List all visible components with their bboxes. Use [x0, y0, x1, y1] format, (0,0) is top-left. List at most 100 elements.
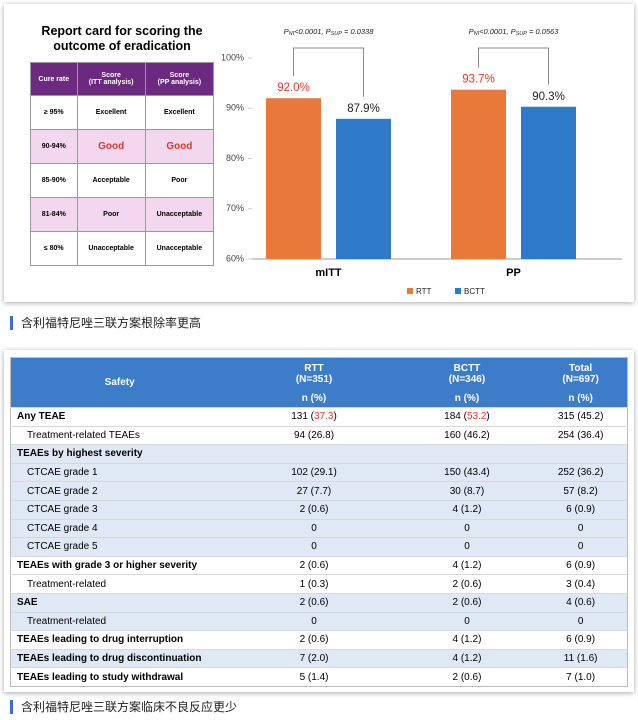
cell: 27 (7.7) — [228, 481, 400, 501]
header-cell: Score (ITT analysis) — [76, 62, 146, 96]
value-label: 90.3% — [532, 91, 565, 103]
annotation-part: NI — [289, 31, 295, 37]
y-tick-label: 60% — [226, 253, 244, 263]
cell: 0 — [228, 518, 400, 538]
row: 90-94% Good Good — [30, 129, 215, 164]
value-label: 87.9% — [347, 103, 380, 115]
cell: Excellent — [76, 95, 146, 130]
value-label: 92.0% — [277, 82, 310, 94]
header-cell: Score (PP analysis) — [144, 62, 215, 96]
y-tick-label: 100% — [222, 52, 244, 62]
subheader-cell: n (%) — [534, 390, 628, 408]
legend-swatch — [407, 288, 413, 294]
cell: Excellent — [144, 95, 215, 130]
report-card: Cure rate Score (ITT analysis) Score (PP a… — [30, 62, 215, 266]
row-label: CTCAE grade 3 — [10, 499, 229, 520]
cell: 30 (8.7) — [399, 481, 535, 501]
annotation-part: NI — [474, 31, 480, 37]
row-label: Any TEAE — [10, 407, 229, 427]
cell: ≥ 95% — [30, 95, 78, 130]
value-label: 93.7% — [462, 74, 495, 86]
cell: Good — [76, 129, 146, 164]
cell: 252 (36.2) — [534, 462, 628, 482]
row-label: Treatment-related TEAEs — [10, 425, 229, 445]
annotation-part: SUP — [516, 31, 528, 37]
row-label: TEAEs with grade 3 or higher severity — [10, 555, 229, 575]
cell: 2 (0.6) — [228, 630, 400, 650]
header-row: Safety RTT (N=351) BCTT (N=346) Total (N=69… — [10, 357, 628, 408]
cell: 0 — [399, 611, 535, 631]
report-card-title: Report card for scoring the outcome of e… — [41, 24, 203, 53]
cell: 90-94% — [30, 129, 78, 164]
row: TEAEs with grade 3 or higher severity 2 (… — [10, 555, 628, 575]
subheader-cell: n (%) — [228, 390, 400, 408]
cell: 2 (0.6) — [228, 499, 400, 520]
cell: 0 — [399, 518, 535, 538]
caption: 含利福特尼唑三联方案临床不良反应更少 — [10, 700, 237, 714]
row-label: CTCAE grade 5 — [10, 537, 229, 557]
subheader-cell: n (%) — [399, 390, 535, 408]
row-label: Treatment-related — [10, 574, 229, 594]
legend-swatch — [455, 288, 461, 294]
annotation-part: SUP — [331, 31, 343, 37]
bracket — [293, 47, 364, 97]
annotation-part: <0.0001, P — [294, 27, 331, 36]
annotation-part: P — [469, 27, 474, 36]
header-row: Cure rate Score (ITT analysis) Score (PP a… — [30, 62, 215, 96]
cell: Unacceptable — [144, 231, 215, 266]
row-label: SAE — [10, 592, 229, 613]
row: Treatment-related TEAEs 94 (26.8) 160 (46.… — [10, 425, 628, 445]
chart: 60%70%80%90%100%mITT92.0%87.9%PNI<0.0001… — [222, 27, 622, 296]
cell: 4 (1.2) — [399, 648, 535, 668]
cell: 94 (26.8) — [228, 425, 400, 445]
cell: Acceptable — [76, 163, 146, 198]
cell: 254 (36.4) — [534, 425, 628, 445]
cell: 5 (1.4) — [228, 667, 400, 687]
x-tick-label: PP — [506, 267, 521, 279]
cell: 160 (46.2) — [399, 425, 535, 445]
empty-cell — [399, 444, 535, 464]
cell: Unacceptable — [76, 231, 146, 266]
header-cell: BCTT (N=346) — [399, 357, 535, 390]
cell: 7 (1.0) — [534, 667, 628, 687]
row: CTCAE grade 2 27 (7.7) 30 (8.7) 57 (8.2) — [10, 481, 628, 501]
row: TEAEs leading to study withdrawal 5 (1.4)… — [10, 667, 628, 687]
annotation: PNI<0.0001, PSUP = 0.0338 — [284, 27, 375, 37]
row: CTCAE grade 1 102 (29.1) 150 (43.4) 252 (36… — [10, 462, 628, 482]
cell: 4 (0.6) — [534, 592, 628, 613]
row: 85-90% Acceptable Poor — [30, 163, 215, 198]
y-tick-label: 80% — [226, 153, 244, 163]
cell: 184 (53.2) — [399, 407, 535, 427]
row: TEAEs by highest severity — [10, 444, 628, 464]
cell: 85-90% — [30, 163, 78, 198]
row-label: TEAEs leading to study withdrawal — [10, 667, 229, 687]
row: ≤ 80% Unacceptable Unacceptable — [30, 231, 215, 266]
y-tick-label: 70% — [226, 203, 244, 213]
row-label: Treatment-related — [10, 611, 229, 631]
safety-table: Safety RTT (N=351) BCTT (N=346) Total (N=69… — [10, 357, 628, 687]
empty-cell — [228, 444, 400, 464]
header-cell: Cure rate — [30, 62, 78, 96]
cell: 0 — [534, 611, 628, 631]
legend-label: RTT — [416, 287, 432, 296]
header-cell: Safety — [10, 357, 229, 408]
header-cell: RTT (N=351) — [228, 357, 400, 390]
cell: 11 (1.6) — [534, 648, 628, 668]
subheader-row: n (%) n (%) n (%) — [11, 390, 628, 408]
cell: 0 — [534, 518, 628, 538]
cell: 57 (8.2) — [534, 481, 628, 501]
cell: 4 (1.2) — [399, 499, 535, 520]
empty-cell — [534, 444, 628, 464]
cell: Poor — [76, 197, 146, 232]
bracket — [478, 47, 549, 85]
cell: 0 — [228, 611, 400, 631]
cell: 150 (43.4) — [399, 462, 535, 482]
row-label: CTCAE grade 4 — [10, 518, 229, 538]
annotation: PNI<0.0001, PSUP = 0.0563 — [469, 27, 560, 37]
cell: 315 (45.2) — [534, 407, 628, 427]
caption: 含利福特尼唑三联方案根除率更高 — [10, 316, 201, 330]
row-label: CTCAE grade 2 — [10, 481, 229, 501]
